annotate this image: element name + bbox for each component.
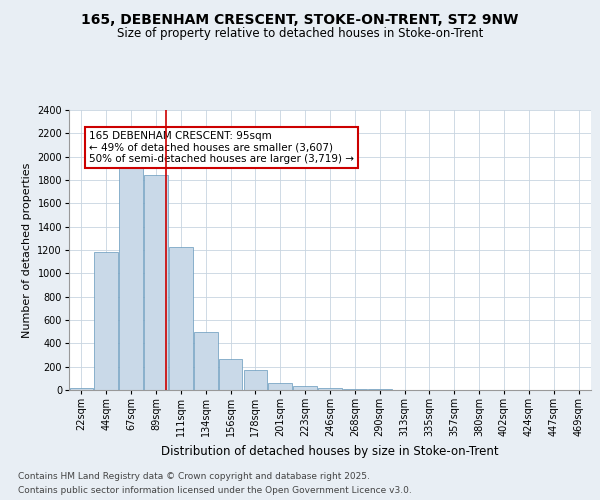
Bar: [343, 389, 367, 390]
Text: Contains HM Land Registry data © Crown copyright and database right 2025.: Contains HM Land Registry data © Crown c…: [18, 472, 370, 481]
Text: Size of property relative to detached houses in Stoke-on-Trent: Size of property relative to detached ho…: [117, 28, 483, 40]
Bar: [194, 332, 218, 390]
Bar: [244, 370, 267, 390]
X-axis label: Distribution of detached houses by size in Stoke-on-Trent: Distribution of detached houses by size …: [161, 444, 499, 458]
Y-axis label: Number of detached properties: Number of detached properties: [22, 162, 32, 338]
Bar: [119, 162, 143, 390]
Bar: [219, 358, 242, 390]
Text: 165 DEBENHAM CRESCENT: 95sqm
← 49% of detached houses are smaller (3,607)
50% of: 165 DEBENHAM CRESCENT: 95sqm ← 49% of de…: [89, 131, 354, 164]
Text: Contains public sector information licensed under the Open Government Licence v3: Contains public sector information licen…: [18, 486, 412, 495]
Bar: [94, 252, 118, 390]
Bar: [268, 383, 292, 390]
Bar: [169, 246, 193, 390]
Bar: [293, 386, 317, 390]
Bar: [144, 176, 168, 390]
Bar: [318, 388, 342, 390]
Bar: [70, 388, 93, 390]
Text: 165, DEBENHAM CRESCENT, STOKE-ON-TRENT, ST2 9NW: 165, DEBENHAM CRESCENT, STOKE-ON-TRENT, …: [82, 12, 518, 26]
